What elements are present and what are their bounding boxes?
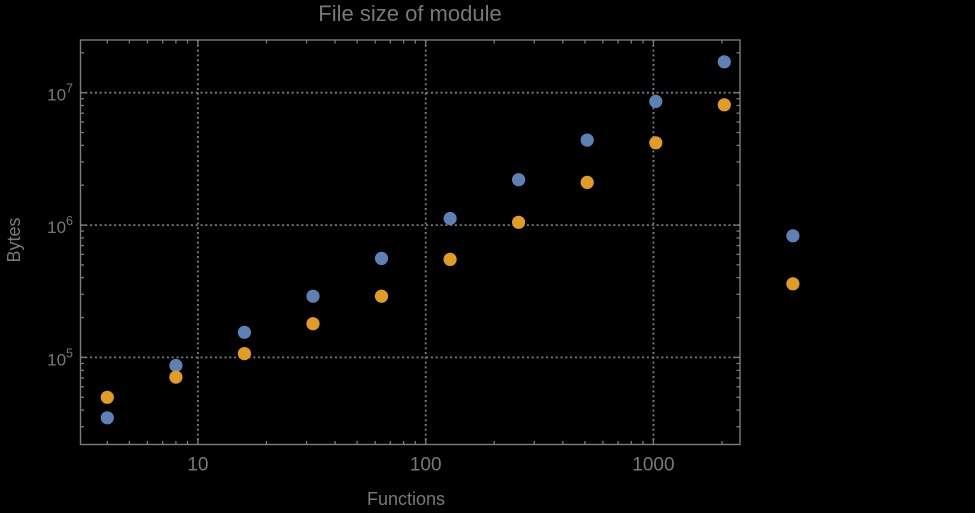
data-point-orange-x2048 bbox=[717, 98, 731, 112]
data-point-blue-x32 bbox=[306, 289, 320, 303]
data-point-blue-x8 bbox=[169, 358, 183, 373]
data-point-orange-x128 bbox=[443, 252, 457, 266]
data-point-blue-x16 bbox=[237, 325, 251, 339]
x-axis-label: Functions bbox=[366, 489, 446, 509]
data-point-blue-x2048 bbox=[717, 55, 731, 69]
plot-frame bbox=[79, 39, 741, 446]
data-point-orange-x64 bbox=[374, 289, 389, 303]
data-point-blue-x4 bbox=[100, 411, 114, 425]
axis-ticks bbox=[80, 40, 740, 445]
data-point-orange-x32 bbox=[306, 317, 320, 331]
series-blue bbox=[100, 55, 800, 425]
x-tick-label-100: 100 bbox=[410, 455, 442, 476]
data-point-blue-x128 bbox=[443, 211, 457, 226]
x-tick-label-10: 10 bbox=[187, 455, 208, 476]
y-tick-label-1e5: 105 bbox=[47, 346, 73, 369]
chart-title: File size of module bbox=[318, 1, 502, 26]
x-tick-label-1000: 1000 bbox=[632, 455, 674, 476]
y-tick-label-1e6: 106 bbox=[47, 214, 73, 237]
data-point-orange-x16 bbox=[237, 347, 251, 361]
data-point-orange-x4 bbox=[100, 390, 114, 404]
data-point-blue-x1024 bbox=[649, 94, 663, 108]
y-tick-label-1e7: 107 bbox=[47, 82, 73, 105]
data-point-blue-x512 bbox=[580, 133, 594, 147]
data-point-orange-x1024 bbox=[649, 136, 663, 150]
data-point-orange-x256 bbox=[511, 215, 526, 229]
data-point-blue-x64 bbox=[374, 251, 389, 265]
data-point-orange-x512 bbox=[580, 175, 594, 189]
series-orange bbox=[100, 98, 800, 404]
data-point-blue-x4096 bbox=[786, 229, 800, 243]
data-point-blue-x256 bbox=[511, 173, 526, 187]
data-point-orange-x8 bbox=[169, 370, 183, 384]
data-point-orange-x4096 bbox=[786, 277, 800, 291]
